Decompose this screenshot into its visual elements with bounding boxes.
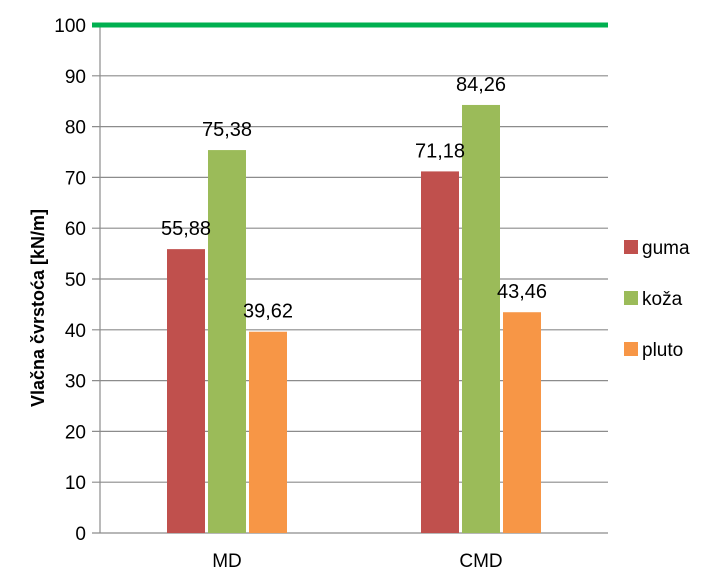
data-labels: 55,88 75,38 39,62 71,18 84,26 43,46	[161, 74, 547, 323]
y-tick-label: 30	[65, 372, 86, 393]
bar-pluto-cmd	[503, 312, 541, 533]
legend-label: pluto	[642, 340, 683, 361]
data-label: 43,46	[497, 281, 547, 303]
y-axis-title: Vlačna čvrstoća [kN/m]	[28, 209, 48, 407]
y-tick-label: 70	[65, 168, 86, 189]
y-tick-label: 50	[65, 270, 86, 291]
x-category-label: CMD	[459, 551, 502, 572]
bar-koža-cmd	[462, 104, 500, 533]
y-tick-label: 90	[65, 67, 86, 88]
y-tick-label: 100	[54, 16, 86, 37]
bars	[167, 104, 541, 534]
bar-guma-md	[167, 249, 205, 534]
data-label: 55,88	[161, 218, 211, 240]
y-tick-label: 80	[65, 118, 86, 139]
y-tick-label: 0	[75, 524, 86, 545]
data-label: 71,18	[415, 140, 465, 162]
y-tick-label: 40	[65, 321, 86, 342]
bar-pluto-md	[249, 331, 287, 533]
y-tick-label: 10	[65, 473, 86, 494]
legend-swatch-guma	[624, 240, 638, 254]
legend-label: koža	[642, 289, 683, 310]
bar-guma-cmd	[421, 171, 459, 534]
bar-koža-md	[208, 150, 246, 534]
x-category-label: MD	[212, 551, 242, 572]
data-label: 84,26	[456, 74, 506, 96]
x-category-labels: MD CMD	[212, 551, 502, 572]
y-tick-label: 20	[65, 422, 86, 443]
y-tick-labels: 0 10 20 30 40 50 60 70 80 90 100	[54, 16, 86, 545]
y-tick-label: 60	[65, 219, 86, 240]
legend-label: guma	[642, 238, 690, 259]
data-label: 39,62	[243, 301, 293, 323]
legend: guma koža pluto	[624, 238, 690, 361]
legend-swatch-pluto	[624, 342, 638, 356]
legend-swatch-koža	[624, 291, 638, 305]
data-label: 75,38	[202, 119, 252, 141]
